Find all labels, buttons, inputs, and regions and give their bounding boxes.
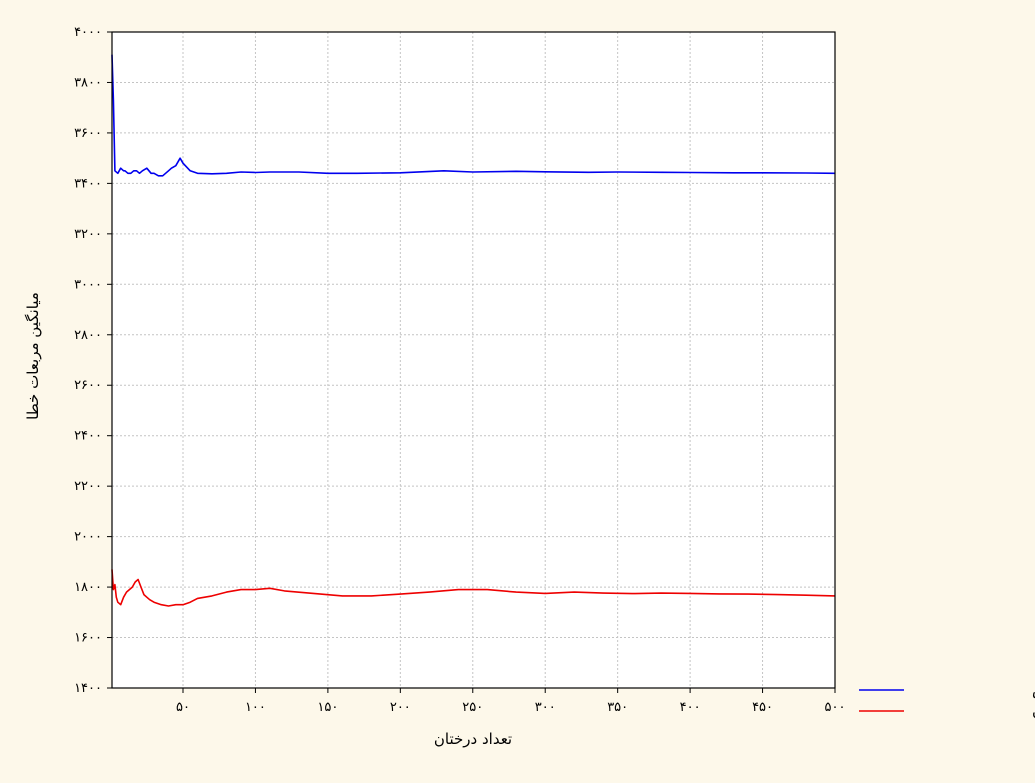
y-tick-label: ۳۴۰۰ <box>74 176 102 191</box>
x-tick-label: ۲۰۰ <box>390 700 411 715</box>
x-tick-label: ۲۵۰ <box>462 700 483 715</box>
legend-label-1: داده های آموزش <box>1032 681 1035 699</box>
y-tick-label: ۳۸۰۰ <box>74 75 102 90</box>
y-tick-label: ۴۰۰۰ <box>74 25 102 40</box>
y-tick-label: ۲۸۰۰ <box>74 328 102 343</box>
x-tick-label: ۴۵۰ <box>752 700 773 715</box>
y-tick-label: ۲۲۰۰ <box>74 479 102 494</box>
x-tick-label: ۵۰۰ <box>825 700 846 715</box>
series-line-1 <box>111 54 836 177</box>
legend: داده های آموزش داده های آزمون <box>859 681 1035 720</box>
y-tick-label: ۱۶۰۰ <box>74 631 102 646</box>
y-tick-label: ۳۲۰۰ <box>74 227 102 242</box>
y-axis: ۱۴۰۰ ۱۶۰۰ ۱۸۰۰ ۲۰۰۰ ۲۲۰۰ ۲۴۰۰ ۲۶۰۰ ۲۸۰۰ ۳۰۰۰ ۳۲۰۰… <box>74 25 112 696</box>
x-axis-title: تعداد درختان <box>434 730 512 748</box>
grid <box>112 32 836 688</box>
x-tick-label: ۳۵۰ <box>607 700 628 715</box>
y-tick-label: ۱۴۰۰ <box>74 681 102 696</box>
x-tick-label: ۳۰۰ <box>535 700 556 715</box>
plot-area <box>112 32 835 688</box>
y-tick-label: ۳۶۰۰ <box>74 126 102 141</box>
x-tick-label: ۵۰ <box>176 700 190 715</box>
y-tick-label: ۲۶۰۰ <box>74 378 102 393</box>
y-tick-label: ۲۴۰۰ <box>74 429 102 444</box>
plot-frame <box>111 31 836 689</box>
x-tick-label: ۱۰۰ <box>245 700 266 715</box>
plot-lines <box>111 54 836 607</box>
legend-label-2: داده های آزمون <box>1032 702 1035 720</box>
y-axis-title: میانگین مربعات خطا <box>24 292 42 420</box>
y-tick-label: ۳۰۰۰ <box>74 277 102 292</box>
x-tick-label: ۴۰۰ <box>680 700 701 715</box>
x-axis: ۵۰ ۱۰۰ ۱۵۰ ۲۰۰ ۲۵۰ ۳۰۰ ۳۵۰ ۴۰۰ ۴۵۰ ۵۰۰ <box>176 688 845 715</box>
y-tick-label: ۲۰۰۰ <box>74 530 102 545</box>
x-tick-label: ۱۵۰ <box>317 700 338 715</box>
y-tick-label: ۱۸۰۰ <box>74 580 102 595</box>
series-line-2 <box>111 569 836 607</box>
